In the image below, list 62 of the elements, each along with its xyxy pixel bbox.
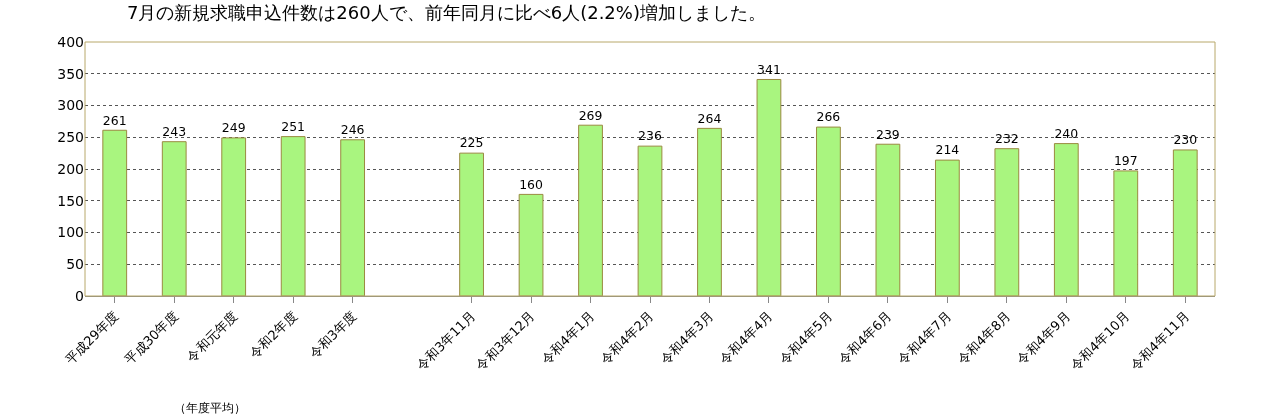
x-tick-label: 令和4年1月 (538, 308, 598, 368)
bar (1172, 149, 1198, 296)
data-label: 239 (876, 126, 900, 142)
y-tick-label: 350 (57, 65, 84, 82)
x-tick-label: 令和4年4月 (716, 308, 776, 368)
x-tick-label: 令和2年度 (246, 308, 300, 362)
x-tick-label: 令和元年度 (183, 308, 241, 365)
data-label: 249 (221, 120, 246, 136)
data-label: 230 (1173, 132, 1198, 148)
data-label: 225 (459, 135, 484, 151)
x-tick-label: 平成30年度 (121, 308, 181, 368)
bar (459, 152, 484, 296)
y-tick-label: 250 (57, 129, 84, 146)
chart-title: 7月の新規求職申込件数は260人で、前年同月に比べ6人(2.2%)増加しました。 (126, 1, 766, 23)
data-label: 240 (1054, 125, 1079, 141)
y-tick-label: 50 (66, 256, 84, 273)
x-tick-label: 平成29年度 (62, 308, 122, 368)
data-label: 160 (519, 176, 544, 192)
y-tick-label: 0 (75, 287, 84, 304)
bar (221, 137, 247, 296)
bar (756, 78, 782, 296)
x-tick-label: 令和4年5月 (776, 308, 836, 368)
bar (102, 129, 128, 296)
y-tick-label: 200 (57, 160, 84, 177)
y-tick-label: 400 (57, 33, 84, 50)
data-label: 264 (697, 110, 722, 126)
text: （年度平均） (174, 401, 246, 415)
data-label: 246 (340, 122, 365, 138)
bar (1053, 143, 1079, 296)
x-tick-label: 令和3年11月 (413, 308, 479, 374)
data-label: 261 (102, 112, 127, 128)
bar (934, 159, 960, 296)
y-tick-label: 100 (57, 224, 84, 241)
bar (875, 143, 901, 296)
x-tick-label: 令和4年2月 (597, 308, 657, 368)
y-tick-label: 150 (57, 192, 84, 209)
bar (161, 141, 187, 296)
x-tick-label: 令和4年8月 (954, 308, 1014, 368)
bar (578, 124, 603, 296)
bar (637, 145, 663, 296)
data-label: 266 (816, 109, 841, 125)
bar (280, 136, 306, 296)
data-label: 214 (935, 142, 960, 158)
bar (994, 148, 1020, 296)
data-label: 269 (578, 107, 603, 123)
x-tick-label: 令和4年9月 (1013, 308, 1074, 368)
x-tick-label: 令和4年7月 (895, 308, 955, 368)
bar (340, 139, 366, 296)
x-tick-label: 令和3年度 (306, 308, 360, 362)
bar (1113, 170, 1139, 296)
bar (816, 126, 841, 296)
data-label: 243 (162, 124, 187, 140)
data-label: 341 (757, 61, 781, 77)
data-label: 251 (281, 118, 306, 134)
data-label: 197 (1113, 153, 1138, 169)
data-label: 236 (638, 128, 662, 144)
bar (518, 193, 544, 296)
bar (697, 127, 722, 296)
x-tick-label: 令和4年3月 (657, 308, 717, 368)
x-tick-label: 令和4年6月 (835, 308, 895, 368)
data-label: 232 (994, 131, 1019, 147)
y-tick-label: 300 (57, 97, 84, 114)
